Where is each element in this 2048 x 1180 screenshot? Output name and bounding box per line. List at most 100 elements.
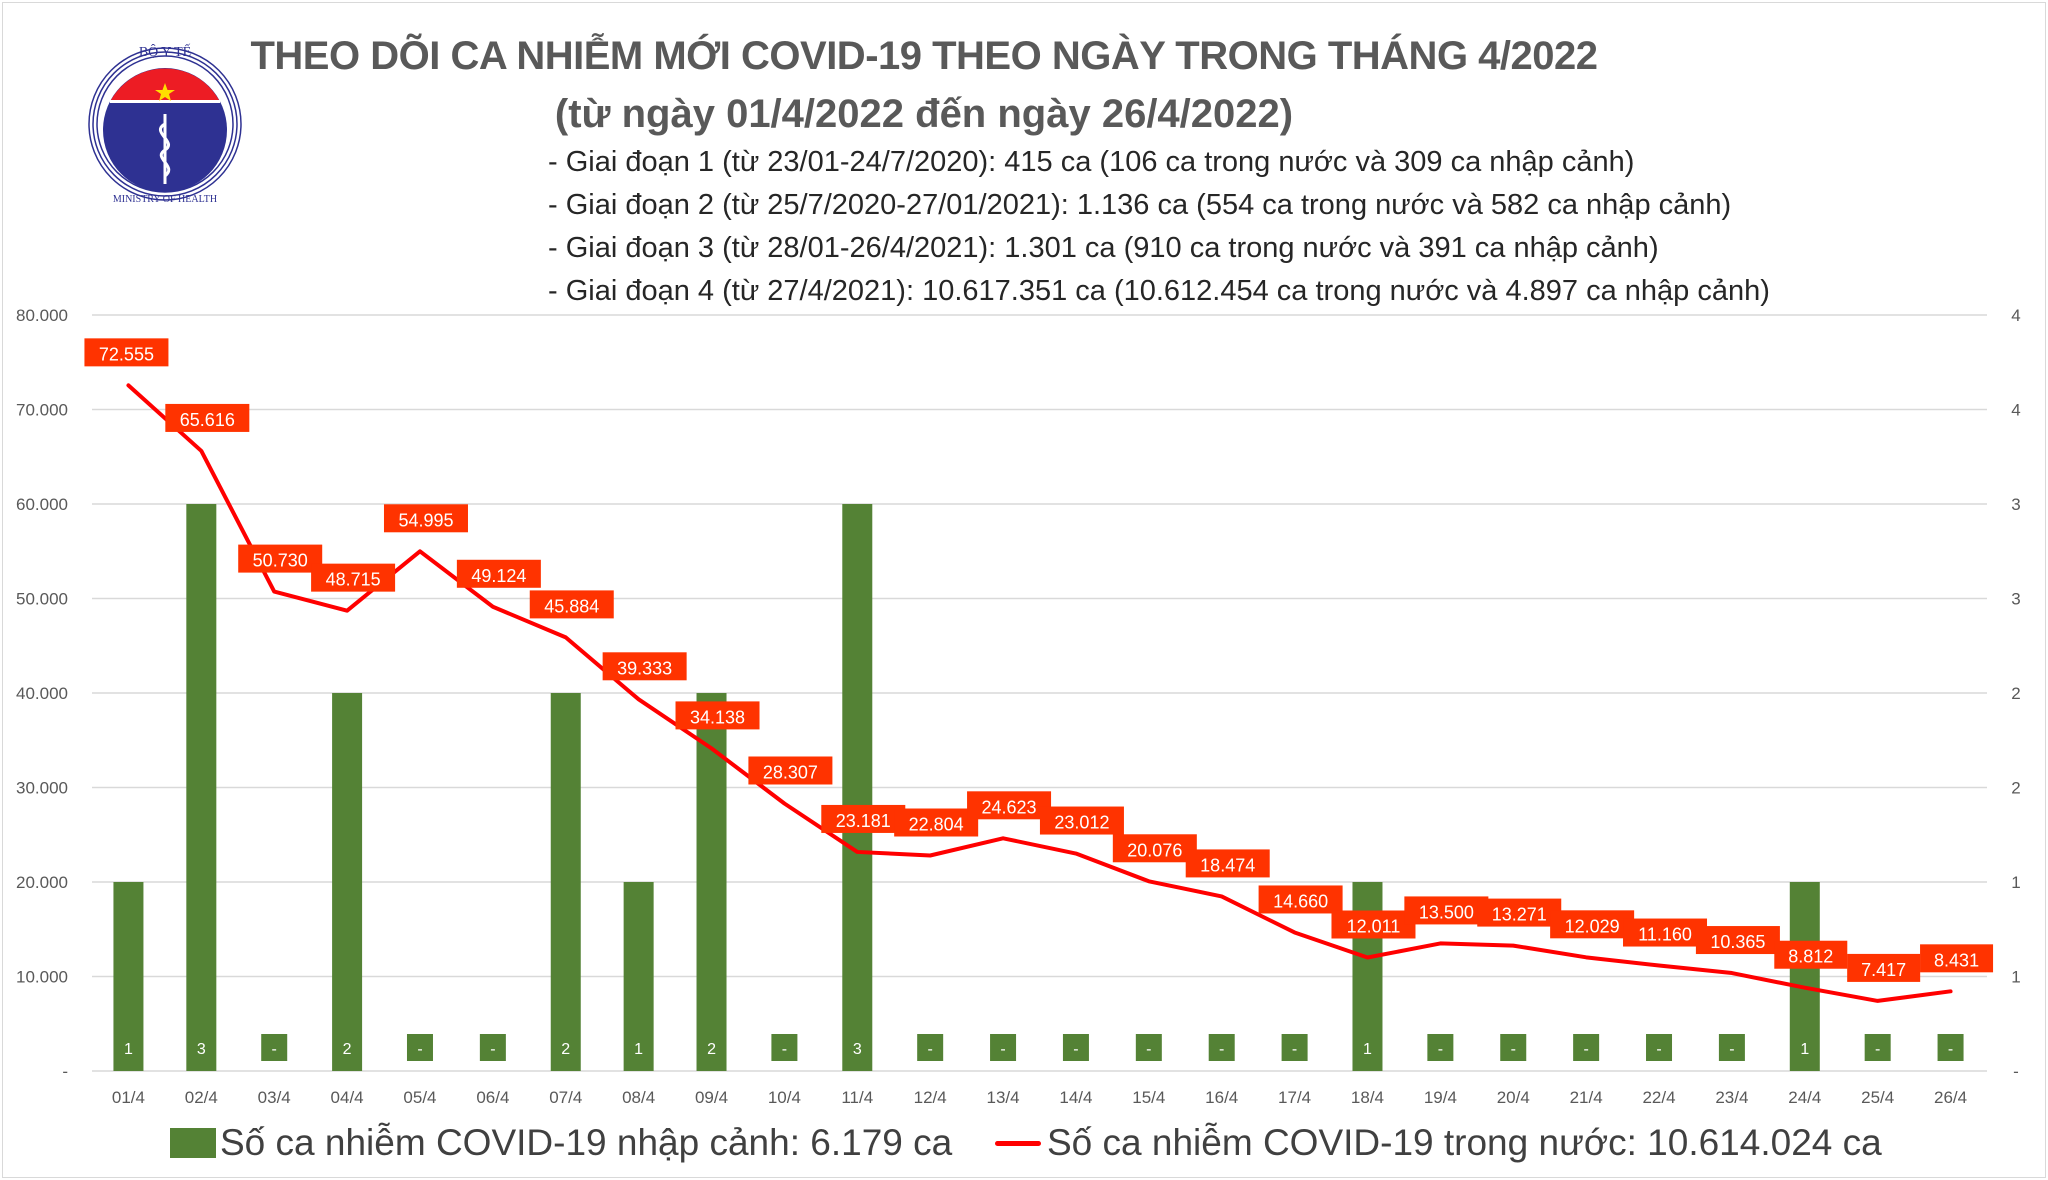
line-data-label: 34.138 (690, 707, 745, 727)
y-right-tick-label: 4 (2011, 401, 2020, 420)
bar-zero-marker (771, 1034, 798, 1061)
y-right-tick-label: 2 (2011, 779, 2020, 798)
line-data-label-box (1774, 940, 1848, 969)
line-data-label-box (602, 652, 687, 681)
y-right-tick-label: 3 (2011, 495, 2020, 514)
line-data-label: 22.804 (909, 815, 964, 835)
combo-chart: - - 10.000 1 20.000 1 30.000 2 40.000 2 50.000 3 60.… (16, 306, 2021, 1107)
bar-data-label: - (928, 1041, 933, 1058)
line-data-label-box (456, 559, 541, 588)
bar (113, 882, 144, 1071)
y-left-tick-label: 30.000 (16, 779, 68, 798)
line-data-label: 39.333 (617, 658, 672, 678)
y-right-tick-label: 4 (2011, 306, 2020, 325)
legend-item-line: Số ca nhiễm COVID-19 trong nước: 10.614.… (995, 1122, 1882, 1164)
bar-data-label: - (1511, 1041, 1516, 1058)
line-data-label: 49.124 (471, 566, 526, 586)
x-tick-label: 05/4 (403, 1088, 436, 1107)
bar-zero-marker (1646, 1034, 1673, 1061)
bar-data-label: 2 (343, 1041, 352, 1058)
line-data-label-box (383, 504, 468, 533)
line-data-label: 54.995 (398, 510, 453, 530)
x-tick-label: 21/4 (1570, 1088, 1603, 1107)
line-data-label: 13.271 (1492, 905, 1547, 925)
line-data-label: 48.715 (326, 570, 381, 590)
bar (842, 504, 873, 1071)
x-tick-label: 19/4 (1424, 1088, 1457, 1107)
line-data-label: 12.029 (1565, 916, 1620, 936)
bar-data-label: 2 (707, 1041, 716, 1058)
x-tick-label: 20/4 (1497, 1088, 1530, 1107)
x-tick-label: 13/4 (987, 1088, 1020, 1107)
legend-line-swatch (995, 1140, 1041, 1146)
bar-zero-marker (917, 1034, 944, 1061)
line-data-label-box (84, 338, 169, 367)
chart-subtitle: (từ ngày 01/4/2022 đến ngày 26/4/2022) (554, 92, 1294, 136)
line-data-label-box (967, 791, 1052, 820)
y-left-tick-label: - (62, 1062, 68, 1081)
note-phase-4: - Giai đoạn 4 (từ 27/4/2021): 10.617.351… (548, 275, 1770, 307)
bar-zero-marker (990, 1034, 1017, 1061)
bar-data-label: - (1875, 1041, 1880, 1058)
y-left-tick-label: 10.000 (16, 968, 68, 987)
line-data-label: 13.500 (1419, 902, 1474, 922)
line-data-label-box (1112, 834, 1197, 863)
bar-zero-marker (1062, 1034, 1089, 1061)
bar-zero-marker (479, 1034, 506, 1061)
bar-zero-marker (261, 1034, 288, 1061)
legend-item-bar: Số ca nhiễm COVID-19 nhập cảnh: 6.179 ca (170, 1122, 952, 1164)
y-left-tick-label: 20.000 (16, 873, 68, 892)
legend-bar-label: Số ca nhiễm COVID-19 nhập cảnh: 6.179 ca (220, 1122, 953, 1163)
bar-data-label: - (1438, 1041, 1443, 1058)
x-tick-label: 04/4 (331, 1088, 364, 1107)
line-data-label: 23.012 (1054, 813, 1109, 833)
bar-zero-marker (1427, 1034, 1454, 1061)
line-data-label: 12.011 (1347, 916, 1401, 936)
line-data-label-box (1477, 898, 1562, 927)
logo-text-top: BỘ Y TẾ (139, 43, 191, 60)
line-data-label-box (748, 756, 833, 785)
y-right-tick-label: 1 (2011, 968, 2020, 987)
line-data-label-box (821, 804, 906, 833)
bar-data-label: - (272, 1041, 277, 1058)
bar-data-label: - (490, 1041, 495, 1058)
line-data-label-box (1039, 806, 1124, 835)
y-left-tick-label: 40.000 (16, 684, 68, 703)
legend-line-label: Số ca nhiễm COVID-19 trong nước: 10.614.… (1047, 1122, 1882, 1163)
line-data-label-box (165, 403, 250, 432)
y-left-tick-label: 70.000 (16, 401, 68, 420)
y-left-tick-label: 60.000 (16, 495, 68, 514)
line-data-label-box (1185, 849, 1270, 878)
bar (550, 693, 581, 1071)
line-data-label: 8.812 (1788, 947, 1833, 967)
x-tick-label: 14/4 (1059, 1088, 1092, 1107)
bar (332, 693, 363, 1071)
line-data-label: 14.660 (1273, 891, 1328, 911)
bar (186, 504, 217, 1071)
x-tick-label: 16/4 (1205, 1088, 1238, 1107)
line-data-label-box (311, 563, 396, 592)
logo-text-bottom: MINISTRY OF HEALTH (113, 194, 217, 204)
line-data-label-box (675, 701, 760, 730)
chart-title: THEO DÕI CA NHIỄM MỚI COVID-19 THEO NGÀY… (250, 34, 1598, 78)
line-data-label-box (1623, 918, 1708, 947)
bar-data-label: 3 (853, 1041, 862, 1058)
note-phase-2: - Giai đoạn 2 (từ 25/7/2020-27/01/2021):… (548, 189, 1732, 221)
x-tick-label: 17/4 (1278, 1088, 1311, 1107)
x-tick-label: 25/4 (1861, 1088, 1894, 1107)
line-data-label: 10.365 (1710, 932, 1765, 952)
bar-zero-marker (1208, 1034, 1235, 1061)
y-right-tick-label: 3 (2011, 590, 2020, 609)
line-data-label: 72.555 (99, 344, 154, 364)
bar-zero-marker (1718, 1034, 1745, 1061)
x-tick-label: 03/4 (258, 1088, 291, 1107)
line-data-label: 20.076 (1127, 840, 1182, 860)
bar-data-label: 1 (1363, 1041, 1372, 1058)
note-phase-3: - Giai đoạn 3 (từ 28/01-26/4/2021): 1.30… (548, 232, 1659, 264)
bar-data-label: - (782, 1041, 787, 1058)
line-data-label-box (1920, 944, 1994, 973)
bar-data-label: - (1000, 1041, 1005, 1058)
line-data-label: 7.417 (1861, 960, 1906, 980)
line-data-label: 45.884 (544, 596, 599, 616)
